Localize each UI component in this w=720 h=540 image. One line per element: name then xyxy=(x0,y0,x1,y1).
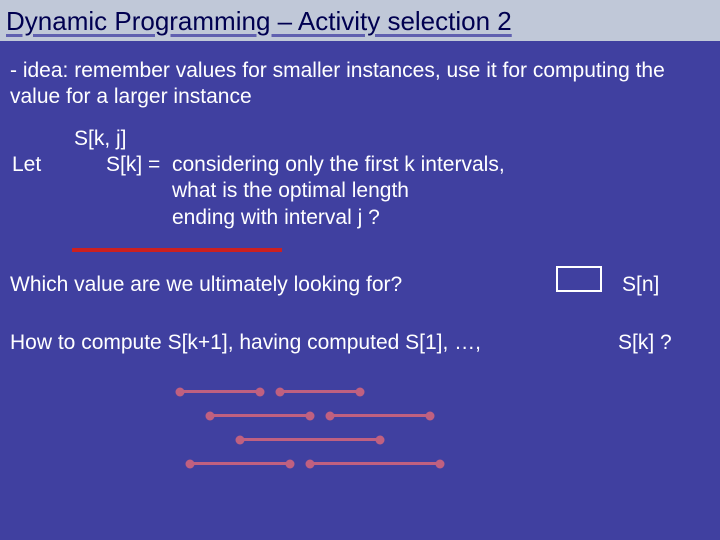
interval-segment xyxy=(210,414,310,417)
interval-endpoint xyxy=(286,459,295,468)
definition-body: considering only the first k intervals, … xyxy=(172,152,692,231)
interval-segment xyxy=(280,390,360,393)
interval-segment xyxy=(240,438,380,441)
interval-endpoint xyxy=(176,387,185,396)
idea-paragraph: - idea: remember values for smaller inst… xyxy=(10,58,700,111)
interval-endpoint xyxy=(256,387,265,396)
how-to-compute-question: How to compute S[k+1], having computed S… xyxy=(10,330,481,356)
answer-box xyxy=(556,266,602,292)
interval-endpoint xyxy=(356,387,365,396)
s-k-equals: S[k] = xyxy=(106,152,160,178)
title-bar: Dynamic Programming – Activity selection… xyxy=(0,0,720,41)
interval-endpoint xyxy=(436,459,445,468)
s-n-answer: S[n] xyxy=(622,272,659,298)
interval-endpoint xyxy=(376,435,385,444)
let-label: Let xyxy=(12,152,41,178)
intervals-diagram xyxy=(180,390,480,510)
interval-endpoint xyxy=(206,411,215,420)
interval-endpoint xyxy=(326,411,335,420)
which-value-question: Which value are we ultimately looking fo… xyxy=(10,272,402,298)
interval-segment xyxy=(190,462,290,465)
slide-title: Dynamic Programming – Activity selection… xyxy=(6,6,710,37)
interval-segment xyxy=(180,390,260,393)
def-line-2: what is the optimal length xyxy=(172,178,692,204)
def-line-3: ending with interval j ? xyxy=(172,205,692,231)
interval-endpoint xyxy=(306,459,315,468)
red-underline xyxy=(72,248,282,252)
interval-endpoint xyxy=(426,411,435,420)
def-line-1: considering only the first k intervals, xyxy=(172,152,692,178)
s-k-j-label: S[k, j] xyxy=(74,126,127,152)
s-k-question: S[k] ? xyxy=(618,330,672,356)
interval-segment xyxy=(310,462,440,465)
interval-segment xyxy=(330,414,430,417)
interval-endpoint xyxy=(306,411,315,420)
interval-endpoint xyxy=(236,435,245,444)
interval-endpoint xyxy=(276,387,285,396)
interval-endpoint xyxy=(186,459,195,468)
